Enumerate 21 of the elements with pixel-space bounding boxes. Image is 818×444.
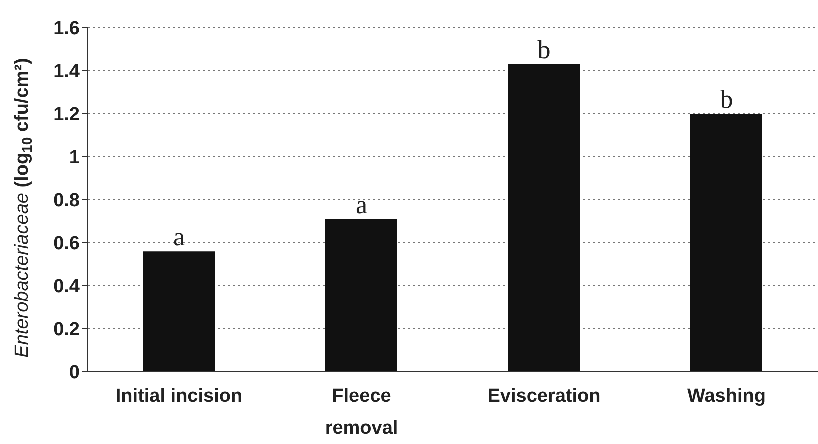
x-tick-label: Fleece removal — [325, 386, 398, 439]
bar — [508, 64, 580, 372]
annotation: a — [356, 190, 368, 220]
x-tick-label: Evisceration — [488, 386, 601, 407]
bar — [143, 252, 215, 372]
annotation: b — [538, 36, 551, 65]
y-tick-label: 1.6 — [54, 18, 80, 40]
x-tick-label: Initial incision — [116, 386, 243, 407]
y-tick-label: 0.2 — [54, 320, 80, 341]
y-tick-label: 1.4 — [54, 62, 80, 83]
annotation: b — [720, 85, 734, 114]
y-tick-label: 0 — [69, 362, 80, 384]
x-tick-label: Washing — [688, 386, 766, 407]
y-tick-label: 1 — [69, 148, 80, 169]
y-tick-label: 0.4 — [54, 276, 80, 298]
y-tick-label: 0.6 — [54, 234, 80, 255]
y-tick-label: 1.2 — [54, 104, 80, 126]
bar — [690, 114, 762, 372]
annotation: a — [173, 222, 186, 252]
y-tick-label: 0.8 — [54, 190, 80, 212]
bar — [326, 219, 398, 372]
